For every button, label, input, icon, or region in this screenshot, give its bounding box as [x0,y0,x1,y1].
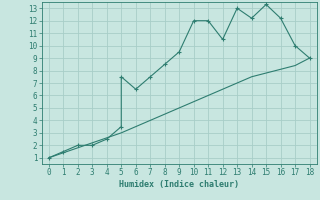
X-axis label: Humidex (Indice chaleur): Humidex (Indice chaleur) [119,180,239,189]
